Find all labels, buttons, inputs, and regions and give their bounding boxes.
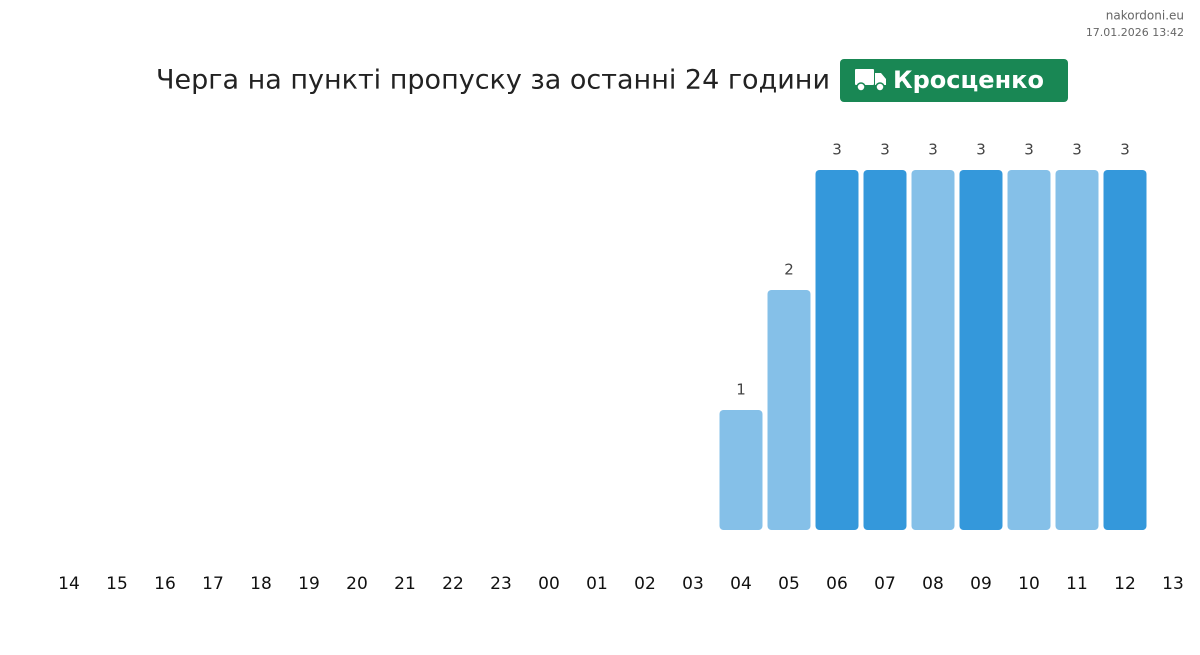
value-label: 3	[1120, 141, 1130, 159]
x-tick-label: 16	[154, 574, 176, 594]
bar	[959, 170, 1003, 530]
x-tick-label: 13	[1162, 574, 1184, 594]
value-label: 3	[832, 141, 842, 159]
x-tick-label: 02	[634, 574, 656, 594]
x-tick-label: 22	[442, 574, 464, 594]
value-label: 1	[736, 381, 746, 399]
x-tick-label: 21	[394, 574, 416, 594]
x-tick-label: 23	[490, 574, 512, 594]
bar	[911, 170, 955, 530]
x-tick-label: 12	[1114, 574, 1136, 594]
x-tick-label: 03	[682, 574, 704, 594]
x-tick-label: 04	[730, 574, 752, 594]
x-tick-label: 00	[538, 574, 560, 594]
x-tick-label: 09	[970, 574, 992, 594]
bar	[815, 170, 859, 530]
bar	[1103, 170, 1147, 530]
value-label: 2	[784, 261, 794, 279]
badge-bg	[840, 59, 1068, 102]
bar	[1055, 170, 1099, 530]
bar	[863, 170, 907, 530]
x-tick-label: 19	[298, 574, 320, 594]
bar	[767, 290, 811, 530]
x-tick-label: 10	[1018, 574, 1040, 594]
x-tick-label: 06	[826, 574, 848, 594]
x-tick-label: 15	[106, 574, 128, 594]
x-tick-label: 08	[922, 574, 944, 594]
value-label: 3	[928, 141, 938, 159]
x-tick-label: 17	[202, 574, 224, 594]
x-tick-label: 07	[874, 574, 896, 594]
x-tick-label: 11	[1066, 574, 1088, 594]
x-tick-label: 14	[58, 574, 80, 594]
bar	[1007, 170, 1051, 530]
x-tick-label: 18	[250, 574, 272, 594]
chart-title: Черга на пункті пропуску за останні 24 г…	[156, 65, 830, 96]
truck-icon	[855, 69, 886, 92]
value-label: 3	[1072, 141, 1082, 159]
site: nakordoni.eu	[1106, 9, 1184, 23]
x-tick-label: 20	[346, 574, 368, 594]
badge-text: Кросценко	[893, 66, 1044, 94]
timestamp: 17.01.2026 13:42	[1086, 26, 1184, 39]
value-label: 3	[976, 141, 986, 159]
bar	[719, 410, 763, 530]
value-label: 3	[880, 141, 890, 159]
badge: Кросценко	[840, 59, 1068, 102]
x-tick-label: 05	[778, 574, 800, 594]
x-tick-label: 01	[586, 574, 608, 594]
value-label: 3	[1024, 141, 1034, 159]
